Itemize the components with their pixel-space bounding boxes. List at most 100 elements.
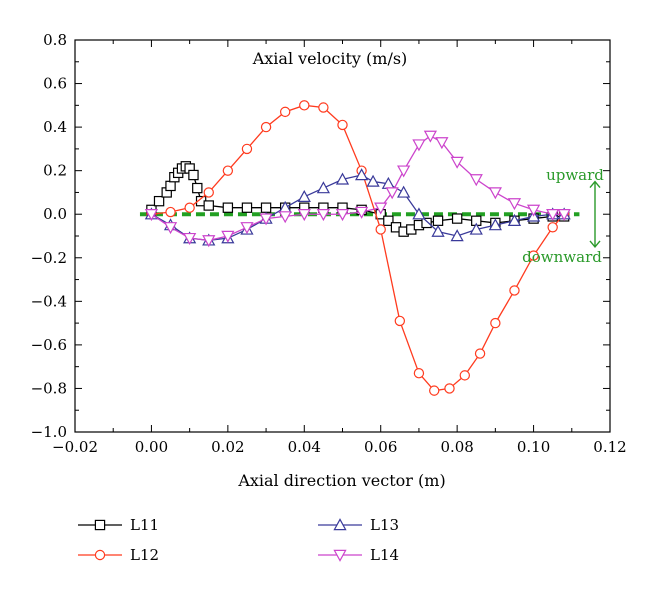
legend-label: L14 (370, 546, 399, 564)
legend-item-l12: L12 (78, 546, 159, 564)
x-tick-label: 0.02 (211, 438, 244, 456)
data-point-l12 (490, 317, 501, 329)
chart-title: Axial velocity (m/s) (252, 49, 408, 68)
plot-frame (74, 39, 611, 433)
data-point-l14 (259, 213, 273, 226)
data-point-l14 (397, 165, 411, 178)
data-point-l14 (546, 209, 560, 222)
up-down-arrow-icon (589, 180, 601, 248)
legend-marker (333, 549, 347, 562)
downward-label: downward (522, 248, 602, 266)
data-point-l11 (192, 182, 203, 194)
data-point-l12 (299, 100, 310, 111)
data-point-l11 (421, 217, 432, 229)
data-point-l14 (507, 198, 522, 211)
x-tick-label: 0.12 (593, 438, 626, 456)
legend-item-l13: L13 (318, 516, 399, 534)
data-point-l12 (184, 202, 195, 213)
data-point-l12 (222, 165, 234, 176)
data-point-l13 (366, 174, 380, 187)
data-point-l13 (297, 189, 311, 202)
data-point-l14 (435, 137, 449, 150)
data-point-l12 (528, 250, 539, 261)
data-point-l12 (241, 143, 253, 155)
data-point-l13 (431, 224, 445, 237)
legend-marker (94, 519, 106, 531)
upward-label: upward (546, 166, 604, 184)
legend-label: L11 (130, 516, 159, 534)
legend: L11 L12 L13 L14 (78, 516, 399, 564)
legend-marker (94, 549, 106, 561)
x-tick-label: 0.10 (517, 438, 550, 456)
data-point-l11 (383, 215, 394, 226)
legend-label: L13 (370, 516, 399, 534)
ticks-layer: −0.02 0.00 0.02 0.04 0.06 0.08 0.10 0.12 0.8 0.6 0… (31, 31, 627, 456)
data-point-l13 (412, 207, 426, 220)
data-point-l12 (444, 383, 455, 394)
data-point-l14 (469, 174, 483, 187)
data-point-l12 (375, 224, 386, 235)
data-point-l11 (451, 213, 463, 224)
data-point-l11 (241, 202, 253, 213)
direction-annotation: upward downward (522, 166, 604, 266)
data-point-l11 (203, 200, 214, 211)
y-tick-label: 0.6 (43, 75, 67, 93)
y-tick-label: 0.2 (43, 162, 67, 180)
y-tick-label: 0.4 (43, 118, 67, 136)
data-point-l12 (394, 315, 406, 327)
data-point-l12 (413, 368, 425, 379)
y-tick-label: −0.6 (31, 336, 67, 354)
data-point-l13 (354, 168, 369, 181)
data-point-l11 (432, 215, 444, 226)
data-point-l13 (507, 213, 522, 226)
data-point-l13 (316, 181, 331, 194)
data-point-l12 (203, 187, 214, 198)
y-tick-label: −0.8 (31, 379, 67, 397)
legend-item-l14: L14 (318, 546, 399, 564)
arrow-head-up (589, 180, 601, 189)
data-point-l12 (459, 370, 470, 381)
data-point-l14 (278, 211, 292, 224)
data-point-l14 (423, 130, 438, 143)
data-point-l14 (557, 209, 571, 222)
legend-label: L12 (130, 546, 159, 564)
x-tick-label: −0.02 (52, 438, 98, 456)
data-point-l14 (163, 222, 178, 235)
data-point-l13 (469, 222, 483, 235)
data-point-l12 (337, 119, 348, 131)
series-l14 (144, 130, 571, 248)
x-tick-label: 0.06 (364, 438, 397, 456)
series-line-l12 (151, 104, 565, 392)
data-point-l13 (488, 218, 502, 231)
data-point-l14 (221, 230, 235, 243)
data-point-l14 (240, 222, 254, 235)
series-l12 (146, 100, 570, 396)
data-point-l14 (526, 204, 541, 217)
data-point-l12 (509, 285, 520, 296)
data-point-l14 (144, 209, 159, 222)
x-tick-label: 0.08 (440, 438, 473, 456)
data-point-l13 (397, 185, 411, 198)
data-point-l12 (318, 102, 329, 113)
data-point-l12 (474, 348, 486, 359)
data-point-l14 (412, 139, 426, 152)
x-tick-label: 0.04 (288, 438, 321, 456)
x-axis-title: Axial direction vector (m) (237, 471, 445, 490)
x-tick-label: 0.00 (135, 438, 168, 456)
y-tick-label: 0.8 (43, 31, 67, 49)
data-point-l14 (488, 187, 502, 200)
legend-marker (333, 518, 347, 531)
data-point-l12 (260, 121, 272, 133)
data-point-l14 (316, 209, 331, 222)
data-point-l12 (547, 222, 558, 233)
data-point-l14 (183, 232, 197, 246)
data-point-l11 (165, 180, 176, 192)
data-point-l14 (335, 209, 350, 222)
arrow-head-down (589, 240, 601, 248)
y-tick-label: 0.0 (43, 205, 67, 223)
data-point-l13 (450, 229, 464, 242)
legend-item-l11: L11 (78, 516, 159, 534)
series-layer (144, 100, 571, 396)
data-point-l14 (374, 202, 388, 215)
data-point-l11 (222, 202, 234, 213)
